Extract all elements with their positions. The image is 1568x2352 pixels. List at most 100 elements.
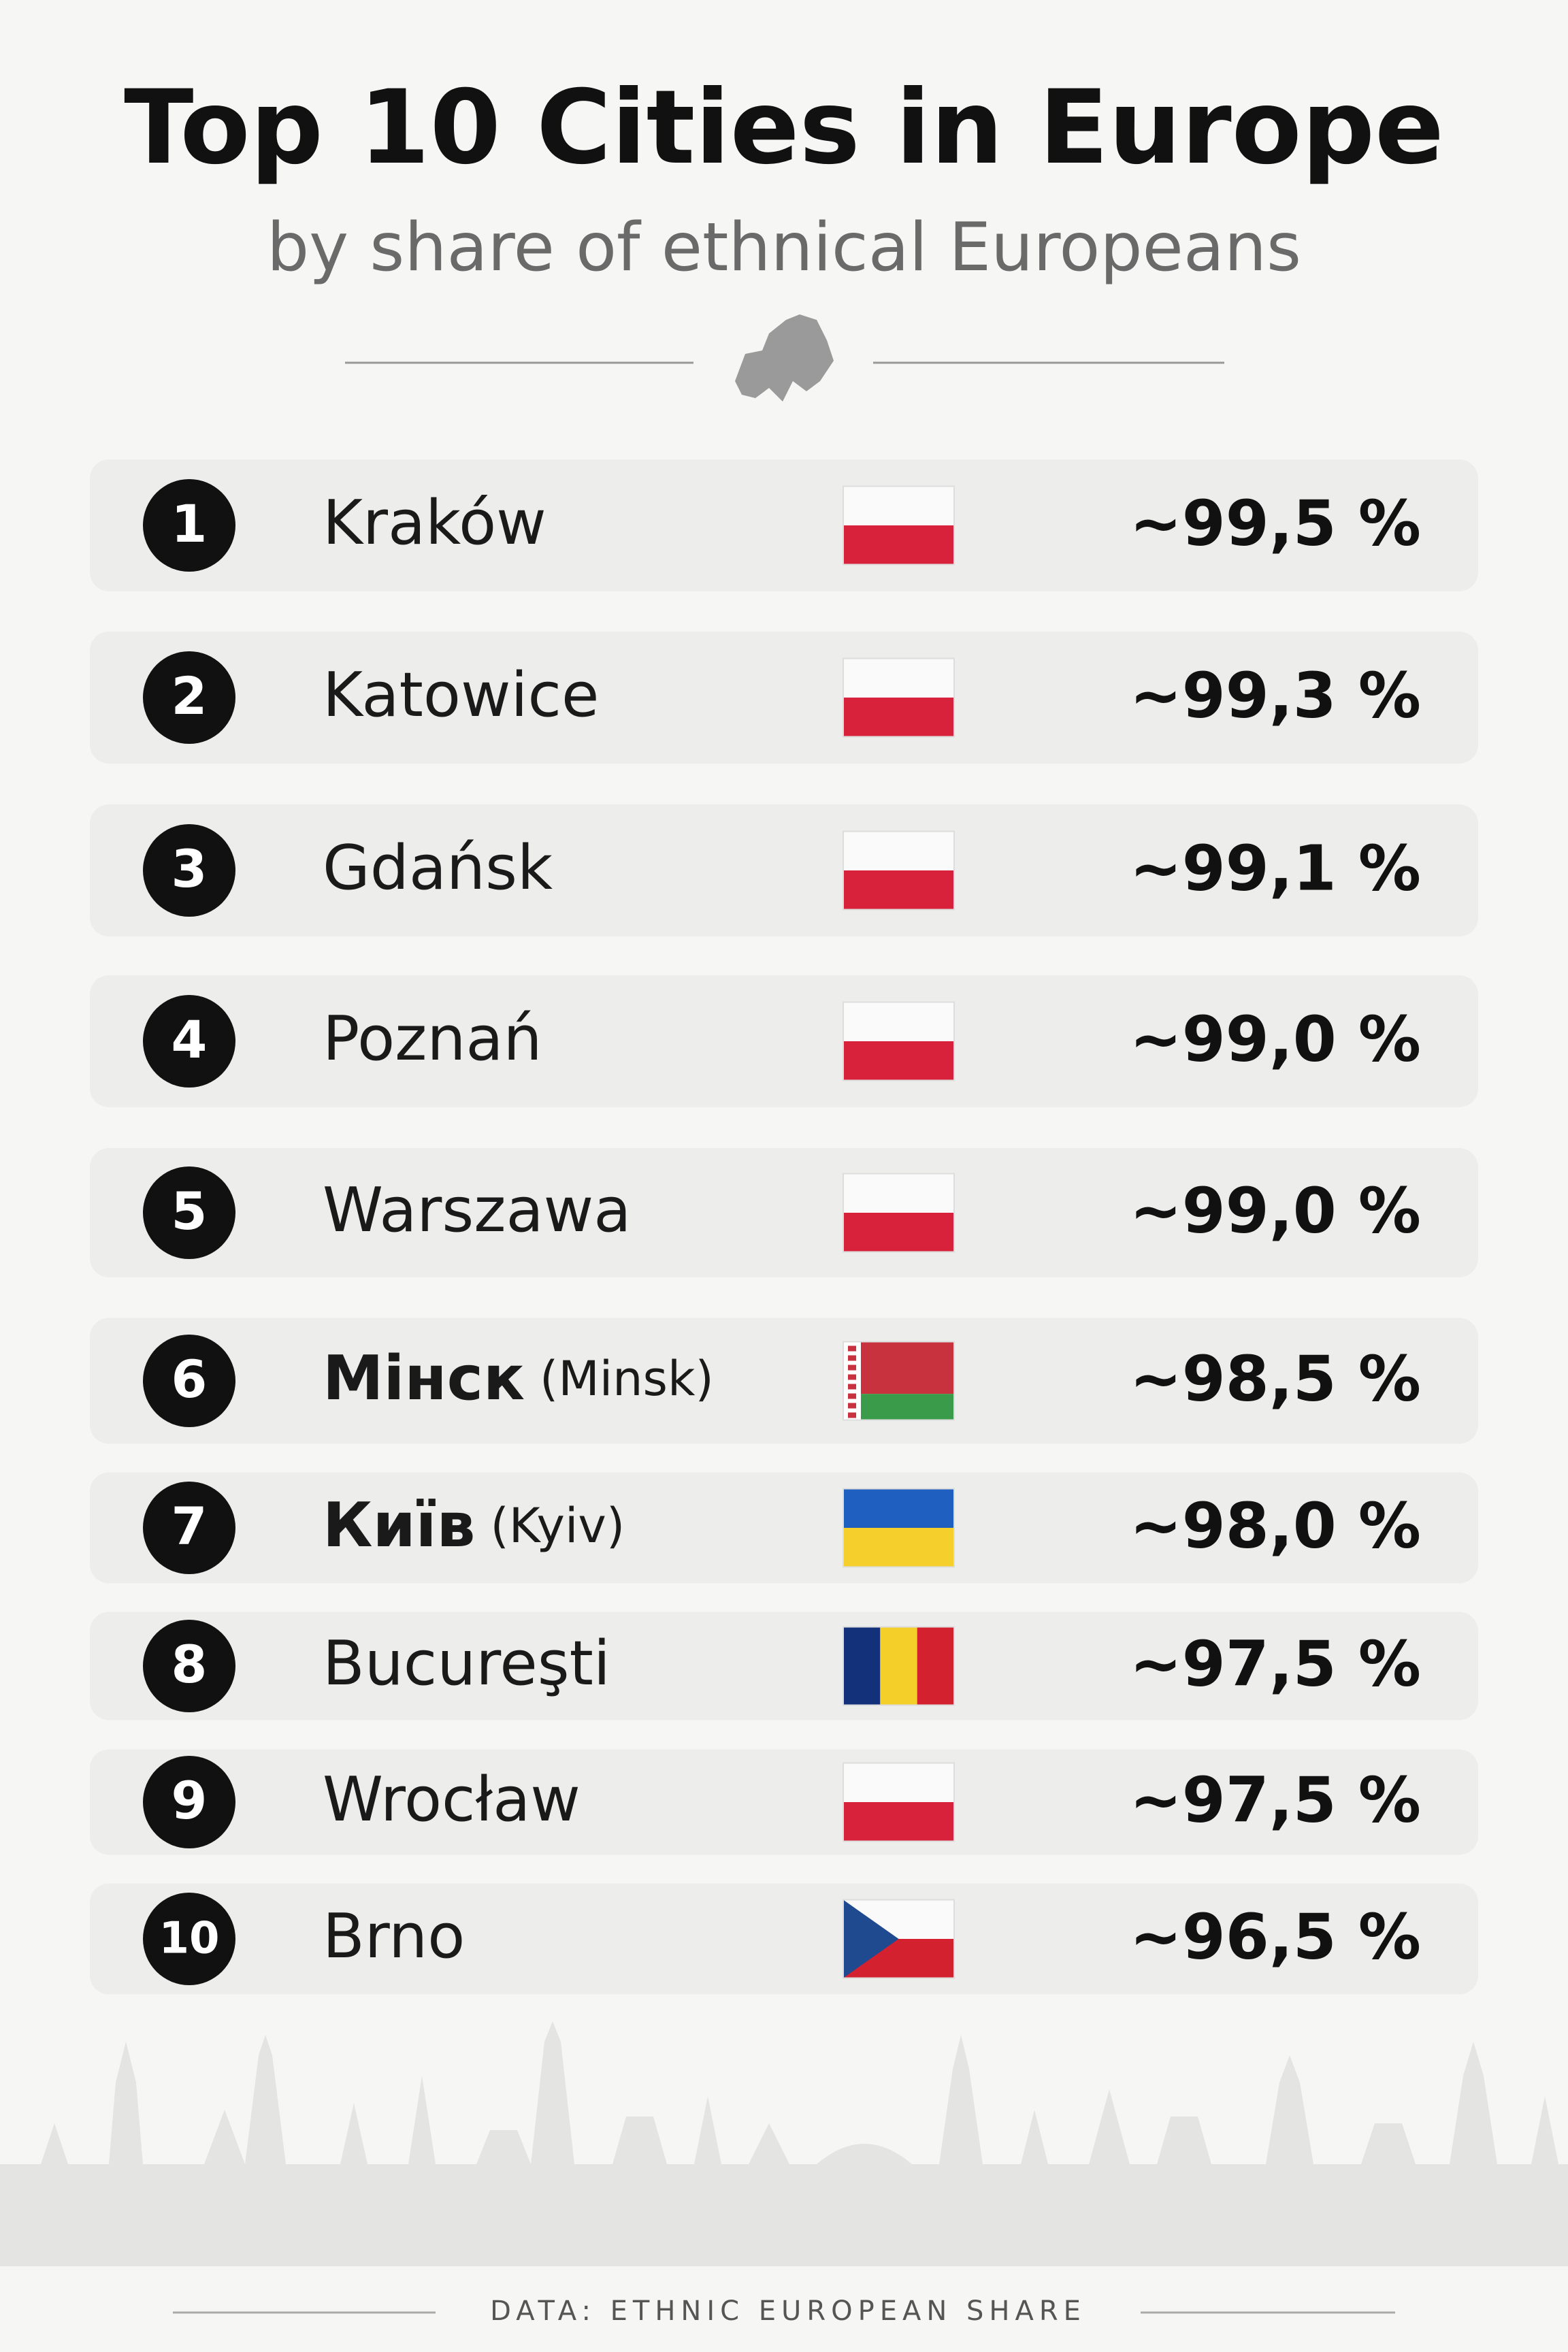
- flag-part: [843, 1528, 954, 1567]
- flag-part: [843, 1394, 954, 1420]
- flag-part: [843, 870, 954, 910]
- rank-number: 6: [172, 1349, 208, 1409]
- flag-frame: [843, 830, 955, 911]
- rank-badge: [143, 1166, 235, 1259]
- flag: [843, 1173, 955, 1253]
- list-row: 5 Warszawa ~99,0 %: [90, 1148, 1478, 1277]
- share-value: ~99,3 %: [1130, 659, 1421, 732]
- rank-number: 9: [172, 1770, 208, 1831]
- europe-icon: [735, 314, 834, 402]
- flag-part: [843, 1002, 954, 1041]
- flag-part: [843, 1763, 954, 1802]
- rank-number: 8: [172, 1634, 208, 1695]
- flag-part: [848, 1374, 856, 1380]
- city-local: Київ: [323, 1490, 475, 1561]
- flag-part: [848, 1355, 856, 1361]
- flag-frame: [843, 485, 955, 566]
- flag-part: [880, 1627, 917, 1705]
- rank-number: 2: [172, 666, 208, 726]
- flag-part: [917, 1627, 954, 1705]
- row-background: [90, 1883, 1478, 1995]
- row-background: [90, 1318, 1478, 1444]
- flag: [843, 1488, 955, 1568]
- flag-part: [843, 525, 954, 565]
- skyline: [0, 2021, 1568, 2266]
- city-latin: (Minsk): [540, 1351, 714, 1407]
- rank-number: 5: [172, 1181, 208, 1241]
- flag-part: [848, 1393, 856, 1399]
- flag-part: [848, 1384, 856, 1390]
- rank-badge: [143, 1620, 235, 1712]
- flag-part: [848, 1365, 856, 1371]
- title: Top 10 Cities in Europe: [124, 69, 1444, 187]
- flag-part: [843, 1627, 881, 1705]
- flag-frame: [843, 1488, 955, 1568]
- row-background: [90, 1148, 1478, 1277]
- flag-part: [843, 831, 954, 870]
- flag-part: [843, 698, 954, 737]
- flag-part: [843, 1173, 954, 1213]
- list-row: 10 Brno ~96,5 %: [90, 1883, 1478, 1995]
- city-name: Warszawa: [323, 1175, 631, 1246]
- rank-badge: [143, 1756, 235, 1848]
- row-background: [90, 804, 1478, 936]
- share-value: ~99,0 %: [1130, 1002, 1421, 1075]
- list-row: 8 Bucureşti ~97,5 %: [90, 1612, 1478, 1720]
- city-local: Katowice: [323, 659, 599, 731]
- row-background: [90, 1472, 1478, 1584]
- flag-frame: [843, 1341, 955, 1421]
- flag: [843, 1762, 955, 1842]
- flag-part: [848, 1345, 856, 1352]
- list-row: 9 Wrocław ~97,5 %: [90, 1749, 1478, 1855]
- city-local: Мінск: [323, 1343, 525, 1414]
- flag-part: [843, 1213, 954, 1252]
- row-background: [90, 975, 1478, 1107]
- flag-part: [848, 1403, 856, 1409]
- flag-frame: [843, 1762, 955, 1842]
- city-name: Київ (Kyiv): [323, 1490, 625, 1561]
- rank-number: 1: [172, 493, 208, 554]
- list-row: 1 Kraków ~99,5 %: [90, 459, 1478, 591]
- rank-badge: [143, 1893, 235, 1985]
- share-value: ~99,5 %: [1130, 487, 1421, 559]
- subtitle: by share of ethnical Europeans: [267, 209, 1301, 287]
- city-name: Gdańsk: [323, 832, 553, 904]
- flag: [843, 1001, 955, 1081]
- flag-part: [843, 658, 954, 698]
- city-name: Kraków: [323, 487, 546, 559]
- city-local: Bucureşti: [323, 1628, 610, 1699]
- flag-frame: [843, 1173, 955, 1253]
- rank-badge: [143, 995, 235, 1088]
- rank-badge: [143, 1335, 235, 1427]
- row-background: [90, 632, 1478, 764]
- rank-number: 3: [172, 838, 208, 899]
- flag-part: [843, 1341, 954, 1394]
- rank-badge: [143, 651, 235, 744]
- flag: [843, 1341, 955, 1421]
- flag-part: [843, 1802, 954, 1842]
- list-row: 4 Poznań ~99,0 %: [90, 975, 1478, 1107]
- city-name: Katowice: [323, 659, 599, 731]
- city-name: Wrocław: [323, 1764, 581, 1835]
- flag-frame: [843, 1899, 955, 1979]
- list-row: 6 Мінск (Minsk) ~98,5 %: [90, 1318, 1478, 1444]
- share-value: ~98,0 %: [1130, 1489, 1421, 1562]
- row-background: [90, 1749, 1478, 1855]
- flag-part: [843, 486, 954, 525]
- city-local: Gdańsk: [323, 832, 553, 904]
- share-value: ~97,5 %: [1130, 1763, 1421, 1836]
- flag: [843, 1899, 955, 1979]
- rank-number: 10: [159, 1914, 219, 1964]
- rank-number: 7: [172, 1496, 208, 1556]
- share-value: ~99,0 %: [1130, 1174, 1421, 1247]
- share-value: ~96,5 %: [1130, 1900, 1421, 1973]
- city-local: Warszawa: [323, 1175, 631, 1246]
- row-background: [90, 459, 1478, 591]
- footer: DATA: ETHNIC EUROPEAN SHARE: [490, 2296, 1086, 2327]
- share-value: ~98,5 %: [1130, 1342, 1421, 1415]
- share-value: ~97,5 %: [1130, 1627, 1421, 1700]
- flag-frame: [843, 1001, 955, 1081]
- flag: [843, 1626, 955, 1706]
- flag-part: [843, 1488, 954, 1528]
